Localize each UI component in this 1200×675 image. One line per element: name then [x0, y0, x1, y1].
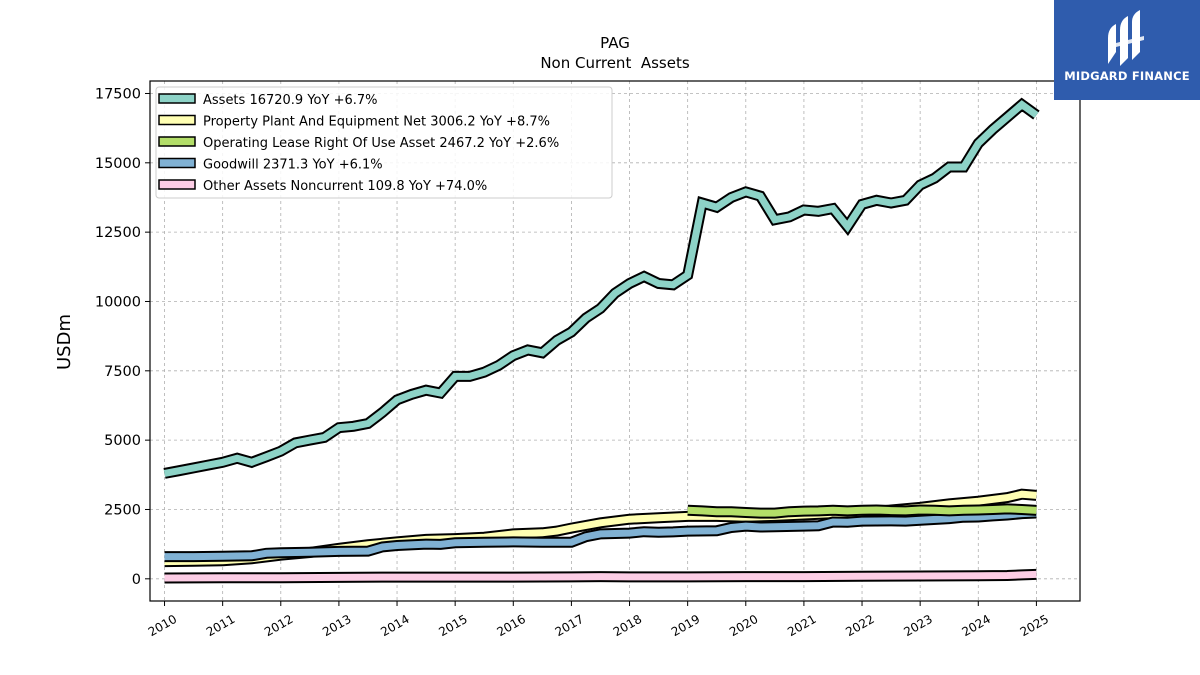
y-tick-label: 17500: [95, 86, 141, 102]
x-tick-label: 2011: [204, 612, 237, 639]
x-tick-label: 2020: [727, 612, 760, 639]
legend-swatch: [158, 179, 196, 190]
x-tick-label: 2024: [960, 612, 993, 639]
series-line: [163, 100, 1039, 477]
y-tick-label: 15000: [95, 156, 141, 172]
x-tick-label: 2017: [553, 612, 586, 639]
brand-name: MIDGARD FINANCE: [1064, 69, 1190, 83]
legend-label: Goodwill 2371.3 YoY +6.1%: [203, 158, 383, 173]
legend-swatch: [158, 157, 196, 169]
x-tick-label: 2012: [262, 612, 295, 639]
x-tick-label: 2014: [378, 612, 411, 639]
series-line: [164, 570, 1037, 582]
x-tick-label: 2016: [495, 612, 528, 639]
x-tick-label: 2018: [611, 612, 644, 639]
midgard-logo-icon: [1108, 10, 1144, 66]
x-tick-label: 2021: [785, 612, 818, 639]
legend-label: Assets 16720.9 YoY +6.7%: [203, 93, 378, 108]
y-tick-label: 10000: [95, 294, 141, 310]
y-tick-label: 5000: [104, 433, 141, 449]
y-tick-label: 0: [132, 572, 141, 588]
legend-label: Operating Lease Right Of Use Asset 2467.…: [203, 136, 559, 151]
chart-subtitle: Non Current Assets: [540, 54, 690, 72]
legend-swatch: [158, 136, 196, 147]
y-tick-label: 2500: [104, 502, 141, 518]
legend: Assets 16720.9 YoY +6.7% Property Plant A…: [155, 86, 613, 199]
plot-frame: [149, 80, 1081, 602]
legend-box: [155, 86, 613, 199]
plot-area: [163, 97, 1040, 584]
x-tick-label: 2013: [320, 612, 353, 639]
y-tick-label: 7500: [104, 364, 141, 380]
y-axis-label: USDm: [54, 314, 75, 370]
x-tick-label: 2025: [1018, 612, 1051, 639]
x-axis: 2010 2011 2012 2013 2014 2015 2016 2017 2018 2019…: [146, 601, 1051, 639]
series-line: [164, 509, 1037, 561]
x-tick-label: 2015: [436, 612, 469, 639]
y-axis: 0 2500 5000 7500 10000 12500 15000 17500: [95, 86, 150, 588]
legend-label: Property Plant And Equipment Net 3006.2 …: [203, 115, 550, 130]
legend-swatch: [158, 114, 196, 126]
x-tick-label: 2019: [669, 612, 702, 639]
chart-title: PAG: [600, 34, 630, 52]
brand-logo: MIDGARD FINANCE: [1054, 0, 1200, 100]
legend-label: Other Assets Noncurrent 109.8 YoY +74.0%: [203, 179, 487, 194]
x-tick-label: 2022: [843, 612, 876, 639]
x-tick-label: 2023: [901, 612, 934, 639]
legend-swatch: [158, 93, 196, 104]
x-tick-label: 2010: [146, 612, 179, 639]
y-tick-label: 12500: [95, 225, 141, 241]
series-line: [687, 505, 1037, 517]
